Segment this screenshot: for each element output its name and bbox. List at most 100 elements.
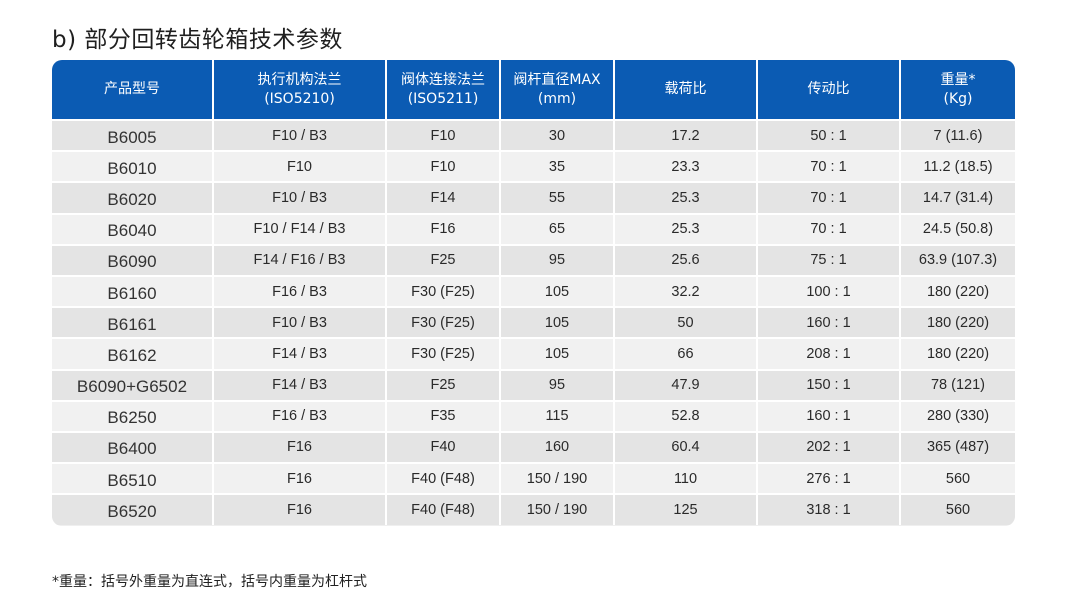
cell-valve-flange: F40 (F48): [386, 493, 501, 526]
table-row: B6520 F16 F40 (F48) 150 / 190 125 318 : 1 560: [52, 493, 1015, 526]
table-row: B6010 F10 F10 35 23.3 70 : 1 11.2 (18.5): [52, 150, 1015, 183]
cell-gear-ratio: 150 : 1: [757, 368, 901, 401]
cell-load-ratio: 66: [614, 337, 758, 370]
table-row: B6020 F10 / B3 F14 55 25.3 70 : 1 14.7 (31.4): [52, 181, 1015, 214]
cell-weight: 180 (220): [900, 274, 1015, 308]
cell-model: B6162: [52, 337, 214, 370]
cell-model: B6250: [52, 399, 214, 432]
header-model: 产品型号: [52, 60, 214, 120]
cell-model: B6520: [52, 493, 214, 526]
cell-valve-flange: F35: [386, 399, 501, 432]
cell-valve-flange: F25: [386, 368, 501, 401]
cell-weight: 180 (220): [900, 306, 1015, 339]
cell-model: B6040: [52, 212, 214, 245]
table-row: B6160 F16 / B3 F30 (F25) 105 32.2 100 : 1 180 …: [52, 274, 1015, 308]
cell-load-ratio: 50: [614, 306, 758, 339]
cell-stem-diameter: 150 / 190: [500, 462, 615, 495]
cell-load-ratio: 52.8: [614, 399, 758, 432]
cell-weight: 63.9 (107.3): [900, 243, 1015, 276]
header-weight: 重量* (Kg): [900, 60, 1015, 120]
cell-model: B6160: [52, 274, 214, 308]
cell-stem-diameter: 105: [500, 337, 615, 370]
cell-valve-flange: F16: [386, 212, 501, 245]
cell-valve-flange: F14: [386, 181, 501, 214]
cell-actuator-flange: F16: [213, 430, 387, 464]
cell-weight: 7 (11.6): [900, 118, 1015, 152]
cell-actuator-flange: F16 / B3: [213, 399, 387, 432]
cell-gear-ratio: 160 : 1: [757, 399, 901, 432]
cell-actuator-flange: F16: [213, 493, 387, 526]
table-row: B6090 F14 / F16 / B3 F25 95 25.6 75 : 1 63.9 (…: [52, 243, 1015, 276]
cell-weight: 78 (121): [900, 368, 1015, 401]
table-row: B6250 F16 / B3 F35 115 52.8 160 : 1 280 (330): [52, 399, 1015, 432]
cell-weight: 180 (220): [900, 337, 1015, 370]
cell-load-ratio: 25.6: [614, 243, 758, 276]
cell-stem-diameter: 95: [500, 243, 615, 276]
cell-valve-flange: F10: [386, 118, 501, 152]
cell-model: B6400: [52, 430, 214, 464]
cell-stem-diameter: 35: [500, 150, 615, 183]
table-row: B6161 F10 / B3 F30 (F25) 105 50 160 : 1 180 (2…: [52, 306, 1015, 339]
cell-stem-diameter: 115: [500, 399, 615, 432]
cell-stem-diameter: 30: [500, 118, 615, 152]
cell-gear-ratio: 50 : 1: [757, 118, 901, 152]
cell-load-ratio: 60.4: [614, 430, 758, 464]
cell-model: B6090: [52, 243, 214, 276]
cell-model: B6010: [52, 150, 214, 183]
cell-gear-ratio: 75 : 1: [757, 243, 901, 276]
cell-valve-flange: F25: [386, 243, 501, 276]
cell-model: B6090+G6502: [52, 368, 214, 401]
cell-actuator-flange: F10 / B3: [213, 118, 387, 152]
header-actuator-flange: 执行机构法兰 (ISO5210): [213, 60, 387, 120]
cell-model: B6161: [52, 306, 214, 339]
cell-gear-ratio: 276 : 1: [757, 462, 901, 495]
cell-actuator-flange: F10 / B3: [213, 181, 387, 214]
cell-stem-diameter: 105: [500, 306, 615, 339]
cell-stem-diameter: 65: [500, 212, 615, 245]
cell-actuator-flange: F14 / F16 / B3: [213, 243, 387, 276]
header-valve-flange: 阀体连接法兰 (ISO5211): [386, 60, 501, 120]
cell-load-ratio: 32.2: [614, 274, 758, 308]
cell-valve-flange: F30 (F25): [386, 274, 501, 308]
table-row: B6162 F14 / B3 F30 (F25) 105 66 208 : 1 180 (2…: [52, 337, 1015, 370]
cell-gear-ratio: 202 : 1: [757, 430, 901, 464]
footnote: *重量：括号外重量为直连式，括号内重量为杠杆式: [52, 574, 367, 590]
cell-gear-ratio: 70 : 1: [757, 181, 901, 214]
cell-load-ratio: 110: [614, 462, 758, 495]
cell-load-ratio: 25.3: [614, 212, 758, 245]
cell-stem-diameter: 95: [500, 368, 615, 401]
table-row: B6090+G6502 F14 / B3 F25 95 47.9 150 : 1 78 (1…: [52, 368, 1015, 401]
cell-gear-ratio: 160 : 1: [757, 306, 901, 339]
cell-weight: 14.7 (31.4): [900, 181, 1015, 214]
table-header-row: 产品型号 执行机构法兰 (ISO5210) 阀体连接法兰 (ISO5211) 阀杆直…: [52, 60, 1015, 120]
cell-load-ratio: 25.3: [614, 181, 758, 214]
cell-valve-flange: F10: [386, 150, 501, 183]
header-load-ratio: 载荷比: [614, 60, 758, 120]
cell-actuator-flange: F10: [213, 150, 387, 183]
cell-stem-diameter: 55: [500, 181, 615, 214]
specs-table: 产品型号 执行机构法兰 (ISO5210) 阀体连接法兰 (ISO5211) 阀杆直…: [52, 60, 1015, 526]
cell-weight: 11.2 (18.5): [900, 150, 1015, 183]
cell-weight: 280 (330): [900, 399, 1015, 432]
table-row: B6510 F16 F40 (F48) 150 / 190 110 276 : 1 560: [52, 462, 1015, 495]
cell-actuator-flange: F16 / B3: [213, 274, 387, 308]
header-stem-diameter: 阀杆直径MAX (mm): [500, 60, 615, 120]
header-gear-ratio: 传动比: [757, 60, 901, 120]
cell-load-ratio: 47.9: [614, 368, 758, 401]
cell-model: B6510: [52, 462, 214, 495]
cell-valve-flange: F30 (F25): [386, 337, 501, 370]
cell-load-ratio: 125: [614, 493, 758, 526]
cell-actuator-flange: F16: [213, 462, 387, 495]
cell-valve-flange: F40: [386, 430, 501, 464]
cell-actuator-flange: F14 / B3: [213, 337, 387, 370]
cell-gear-ratio: 100 : 1: [757, 274, 901, 308]
cell-gear-ratio: 208 : 1: [757, 337, 901, 370]
cell-gear-ratio: 70 : 1: [757, 212, 901, 245]
cell-gear-ratio: 318 : 1: [757, 493, 901, 526]
cell-actuator-flange: F10 / F14 / B3: [213, 212, 387, 245]
cell-actuator-flange: F14 / B3: [213, 368, 387, 401]
cell-valve-flange: F40 (F48): [386, 462, 501, 495]
cell-model: B6005: [52, 118, 214, 152]
